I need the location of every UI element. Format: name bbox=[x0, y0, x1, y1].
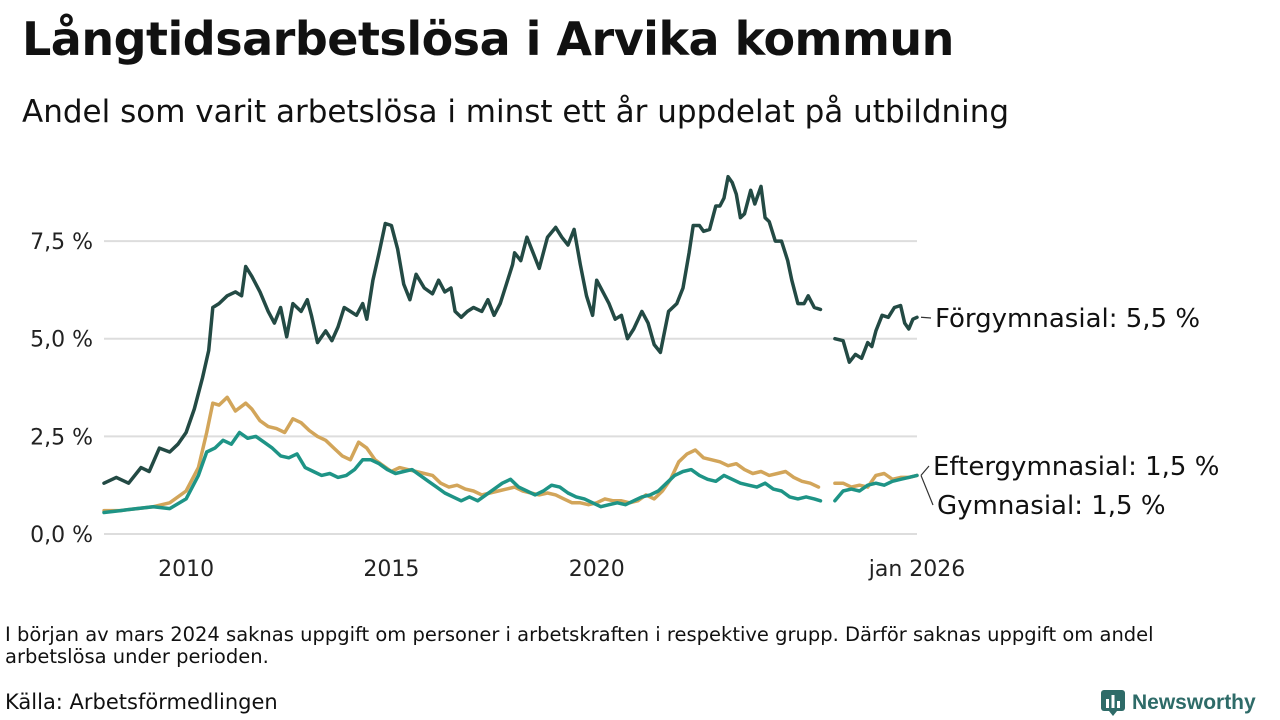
y-tick-label: 0,0 % bbox=[30, 523, 93, 548]
source-text: Källa: Arbetsförmedlingen bbox=[5, 690, 278, 714]
leader-line bbox=[920, 316, 932, 319]
newsworthy-logo-icon bbox=[1101, 690, 1125, 716]
leader-line bbox=[920, 465, 930, 476]
y-tick-label: 5,0 % bbox=[30, 328, 93, 353]
x-tick-label: 2015 bbox=[363, 557, 419, 582]
series-line-eftergymnasial bbox=[833, 471, 919, 489]
series-end-label: Förgymnasial: 5,5 % bbox=[935, 304, 1200, 334]
brand-logo: Newsworthy bbox=[1100, 688, 1256, 718]
series-lines bbox=[102, 174, 919, 515]
leader-line bbox=[920, 475, 934, 506]
footnote: I början av mars 2024 saknas uppgift om … bbox=[5, 623, 1154, 668]
line-chart: 0,0 % 2,5 % 5,0 % 7,5 % 2010 2015 2020 jan 202… bbox=[30, 174, 1219, 582]
y-tick-label: 2,5 % bbox=[30, 425, 93, 450]
gridlines bbox=[104, 240, 917, 535]
brand-name: Newsworthy bbox=[1132, 691, 1256, 714]
series-end-label: Gymnasial: 1,5 % bbox=[937, 491, 1166, 521]
series-line-gymnasial bbox=[102, 430, 823, 515]
series-end-label: Eftergymnasial: 1,5 % bbox=[933, 452, 1219, 482]
x-tick-label: 2010 bbox=[158, 557, 214, 582]
y-axis-labels: 0,0 % 2,5 % 5,0 % 7,5 % bbox=[30, 230, 93, 548]
series-line-eftergymnasial bbox=[102, 395, 821, 513]
end-labels: Förgymnasial: 5,5 % Eftergymnasial: 1,5 %… bbox=[920, 304, 1219, 521]
chart-title: Långtidsarbetslösa i Arvika kommun bbox=[22, 12, 954, 66]
series-line-förgymnasial bbox=[833, 303, 919, 364]
series-line-gymnasial bbox=[833, 473, 919, 503]
y-tick-label: 7,5 % bbox=[30, 230, 93, 255]
x-tick-label: jan 2026 bbox=[868, 557, 966, 582]
chart-subtitle: Andel som varit arbetslösa i minst ett å… bbox=[22, 94, 1010, 130]
series-line-förgymnasial bbox=[102, 174, 823, 485]
x-axis-labels: 2010 2015 2020 jan 2026 bbox=[158, 557, 965, 582]
x-tick-label: 2020 bbox=[569, 557, 625, 582]
